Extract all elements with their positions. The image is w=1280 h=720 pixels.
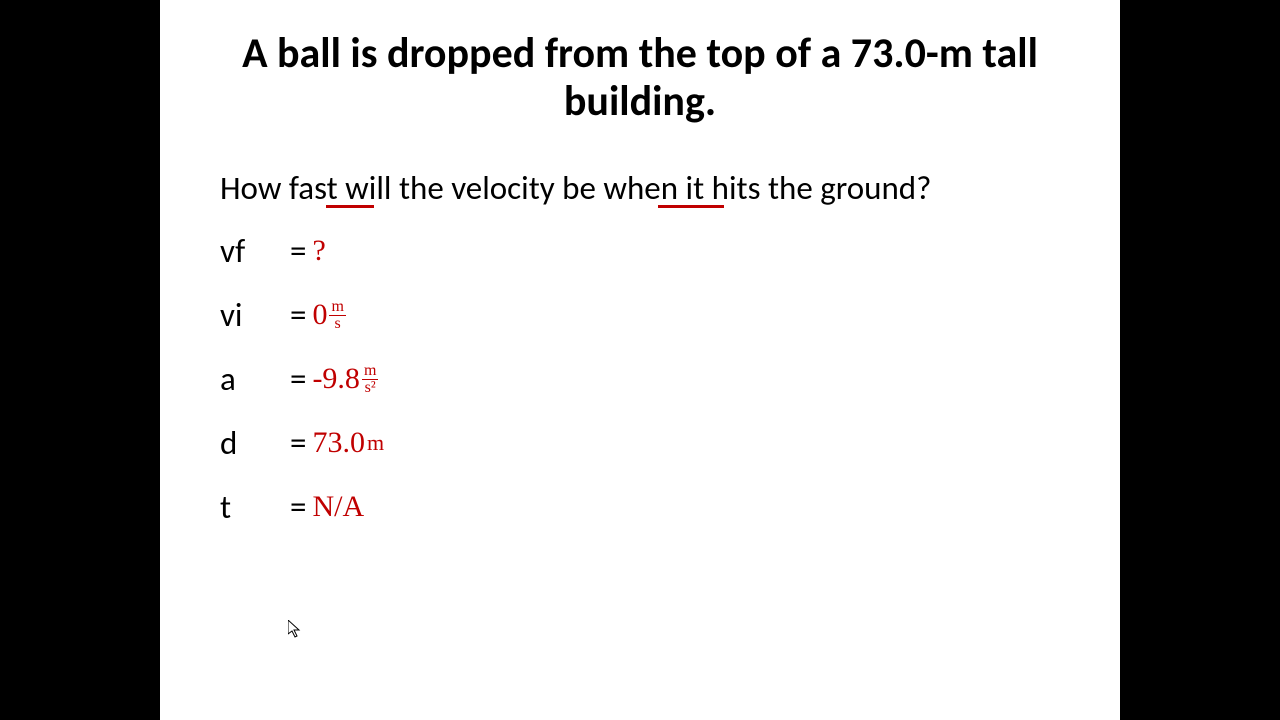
unit-numerator: m <box>329 299 345 316</box>
var-label: t <box>220 487 290 527</box>
underline-velocity <box>658 205 724 208</box>
var-label: d <box>220 423 290 463</box>
variable-row-d: d = 73.0 m <box>220 415 1060 471</box>
value-text: N/A <box>312 490 364 524</box>
value-text: 0 <box>312 298 327 332</box>
equals-sign: = <box>290 487 306 527</box>
value-text: ? <box>312 234 325 268</box>
variable-row-vi: vi = 0 m s <box>220 287 1060 343</box>
question-text: How fast will the velocity be when it hi… <box>220 167 1060 210</box>
slide-title: A ball is dropped from the top of a 73.0… <box>220 30 1060 127</box>
cursor-icon <box>288 620 304 640</box>
underline-fast <box>326 205 374 208</box>
var-label: vi <box>220 295 290 335</box>
unit-fraction: m s <box>329 299 345 332</box>
var-value-d: 73.0 m <box>312 426 384 460</box>
unit-denominator: s² <box>363 380 378 396</box>
variable-row-t: t = N/A <box>220 479 1060 535</box>
var-value-t: N/A <box>312 490 364 524</box>
value-text: -9.8 <box>312 362 360 396</box>
var-value-a: -9.8 m s² <box>312 362 378 396</box>
unit-numerator: m <box>362 363 378 380</box>
equals-sign: = <box>290 295 306 335</box>
slide: A ball is dropped from the top of a 73.0… <box>160 0 1120 720</box>
unit-text: m <box>367 430 384 456</box>
var-label: a <box>220 359 290 399</box>
variable-row-vf: vf = ? <box>220 223 1060 279</box>
var-value-vf: ? <box>312 234 325 268</box>
unit-denominator: s <box>333 316 343 332</box>
value-text: 73.0 <box>312 426 365 460</box>
question-content: How fast will the velocity be when it hi… <box>220 168 931 208</box>
unit-fraction: m s² <box>362 363 378 396</box>
variable-row-a: a = -9.8 m s² <box>220 351 1060 407</box>
var-label: vf <box>220 231 290 271</box>
equals-sign: = <box>290 423 306 463</box>
equals-sign: = <box>290 359 306 399</box>
var-value-vi: 0 m s <box>312 298 345 332</box>
equals-sign: = <box>290 231 306 271</box>
